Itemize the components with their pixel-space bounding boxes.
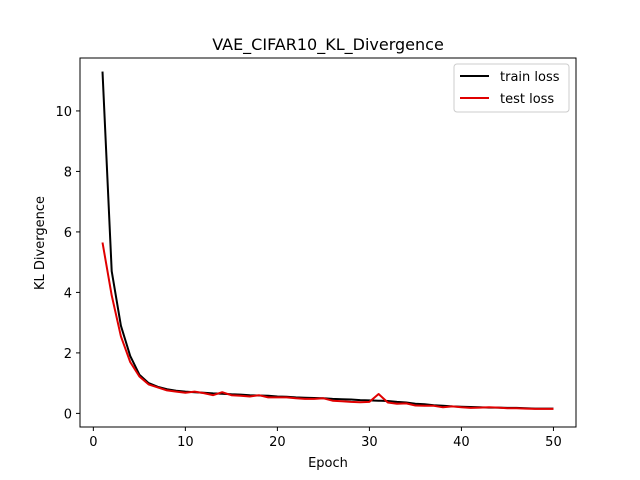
legend-test-loss-label: test loss bbox=[500, 92, 554, 107]
x-axis-title: Epoch bbox=[308, 456, 348, 471]
x-tick-label: 50 bbox=[545, 435, 562, 450]
axes-frame bbox=[79, 57, 577, 428]
y-tick-label: 0 bbox=[64, 407, 72, 422]
y-tick-label: 6 bbox=[64, 226, 72, 241]
x-axis-ticks: 0 10 20 30 40 50 bbox=[89, 427, 562, 450]
x-tick-label: 30 bbox=[361, 435, 378, 450]
series-line-test-loss bbox=[101, 242, 554, 410]
y-tick-label: 2 bbox=[64, 347, 72, 362]
y-tick-label: 8 bbox=[64, 165, 72, 180]
legend-train-loss-label: train loss bbox=[500, 70, 560, 85]
y-tick-label: 10 bbox=[55, 105, 72, 120]
y-tick-label: 4 bbox=[64, 286, 72, 301]
x-tick-label: 10 bbox=[177, 435, 194, 450]
plot-area bbox=[101, 71, 554, 410]
x-tick-label: 0 bbox=[89, 435, 97, 450]
y-axis-ticks: 0 2 4 6 8 10 bbox=[55, 105, 80, 422]
legend: train loss test loss bbox=[453, 63, 570, 113]
chart-title: VAE_CIFAR10_KL_Divergence bbox=[212, 35, 444, 55]
x-tick-label: 40 bbox=[453, 435, 470, 450]
x-tick-label: 20 bbox=[269, 435, 286, 450]
y-axis-title: KL Divergence bbox=[33, 196, 48, 290]
